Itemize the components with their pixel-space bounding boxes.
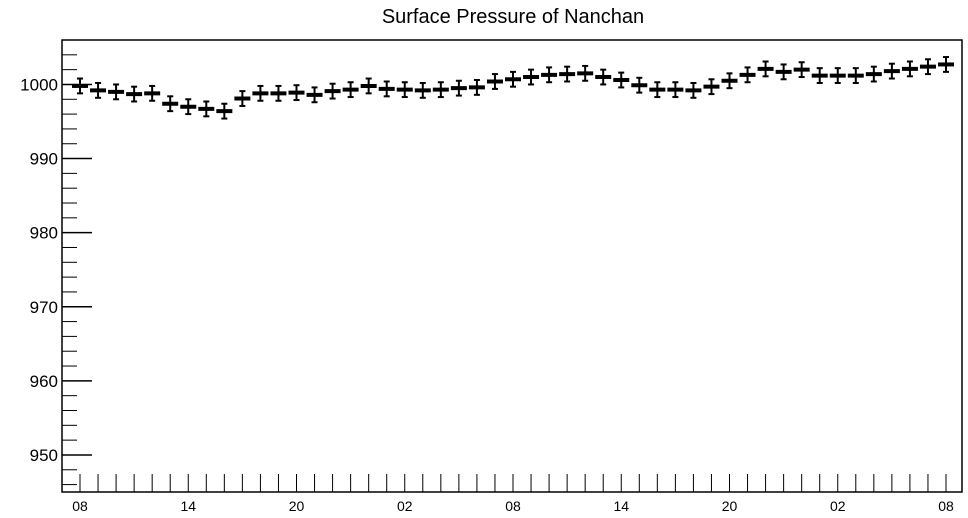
x-tick-label: 20 <box>722 498 738 514</box>
data-point <box>595 68 612 86</box>
data-point <box>72 77 88 95</box>
data-point <box>342 81 359 99</box>
data-point <box>739 66 756 84</box>
data-point <box>829 67 846 84</box>
x-tick-label: 14 <box>180 498 196 514</box>
data-point <box>938 56 954 73</box>
data-point <box>865 65 882 83</box>
data-point <box>162 95 179 113</box>
data-point <box>667 81 684 99</box>
data-point <box>883 62 900 80</box>
ticks: 950 960 970 980 990 1000 08 14 20 02 08 14 20 02 08 <box>20 39 954 514</box>
data-points <box>72 56 954 120</box>
data-point <box>685 81 702 99</box>
data-point <box>450 79 467 97</box>
data-point <box>288 84 305 102</box>
data-point <box>324 82 341 100</box>
data-point <box>811 67 828 84</box>
data-point <box>144 84 161 102</box>
data-point <box>793 61 810 79</box>
data-point <box>703 78 720 96</box>
x-tick-label: 08 <box>505 498 521 514</box>
data-point <box>414 81 431 99</box>
axes <box>61 39 963 493</box>
data-point <box>757 60 774 78</box>
data-point <box>234 90 251 107</box>
data-point <box>252 84 269 102</box>
data-point <box>198 100 215 118</box>
data-point <box>378 80 395 98</box>
data-point <box>126 85 143 103</box>
data-point <box>216 102 233 120</box>
data-point <box>559 65 576 83</box>
data-point <box>901 60 918 78</box>
data-point <box>577 64 594 82</box>
data-point <box>919 58 936 76</box>
data-point <box>396 81 413 99</box>
data-point <box>108 83 125 101</box>
data-point <box>775 63 792 81</box>
y-tick-label: 990 <box>30 150 58 169</box>
x-tick-label: 20 <box>289 498 305 514</box>
plot-frame <box>61 39 963 493</box>
y-tick-label: 950 <box>30 446 58 465</box>
data-point <box>523 68 540 86</box>
y-tick-label: 960 <box>30 372 58 391</box>
data-point <box>541 66 558 84</box>
data-point <box>90 81 107 99</box>
data-point <box>306 86 323 104</box>
chart-title: Surface Pressure of Nanchan <box>382 6 644 28</box>
x-tick-label: 02 <box>397 498 413 514</box>
data-point <box>468 79 485 96</box>
data-point <box>649 81 666 99</box>
y-tick-label: 970 <box>30 298 58 317</box>
data-point <box>180 98 197 116</box>
data-point <box>486 73 503 90</box>
data-point <box>270 84 287 102</box>
x-tick-label: 02 <box>830 498 846 514</box>
y-tick-label: 980 <box>30 224 58 243</box>
data-point <box>721 72 738 90</box>
y-tick-label: 1000 <box>20 75 58 94</box>
x-tick-label: 08 <box>72 498 88 514</box>
data-point <box>360 77 377 95</box>
data-point <box>505 70 521 88</box>
x-tick-label: 08 <box>938 498 954 514</box>
data-point <box>432 81 449 99</box>
x-tick-label: 14 <box>613 498 629 514</box>
data-point <box>847 67 864 84</box>
data-point <box>631 76 648 94</box>
data-point <box>613 71 630 89</box>
